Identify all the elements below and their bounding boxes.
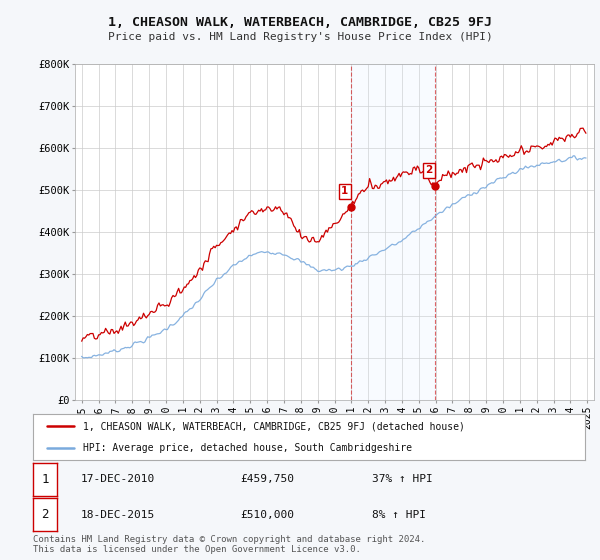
Text: 8% ↑ HPI: 8% ↑ HPI	[372, 510, 426, 520]
Text: Contains HM Land Registry data © Crown copyright and database right 2024.
This d: Contains HM Land Registry data © Crown c…	[33, 535, 425, 554]
Text: HPI: Average price, detached house, South Cambridgeshire: HPI: Average price, detached house, Sout…	[83, 444, 412, 454]
Text: £510,000: £510,000	[240, 510, 294, 520]
Text: 2: 2	[41, 508, 49, 521]
Text: 1, CHEASON WALK, WATERBEACH, CAMBRIDGE, CB25 9FJ: 1, CHEASON WALK, WATERBEACH, CAMBRIDGE, …	[108, 16, 492, 29]
Bar	[350, 64, 435, 400]
Text: 2: 2	[425, 165, 433, 175]
Text: 18-DEC-2015: 18-DEC-2015	[81, 510, 155, 520]
Text: 17-DEC-2010: 17-DEC-2010	[81, 474, 155, 484]
Text: 1: 1	[341, 186, 349, 197]
Text: 1, CHEASON WALK, WATERBEACH, CAMBRIDGE, CB25 9FJ (detached house): 1, CHEASON WALK, WATERBEACH, CAMBRIDGE, …	[83, 421, 464, 431]
Text: 37% ↑ HPI: 37% ↑ HPI	[372, 474, 433, 484]
Text: Price paid vs. HM Land Registry's House Price Index (HPI): Price paid vs. HM Land Registry's House …	[107, 32, 493, 43]
Text: £459,750: £459,750	[240, 474, 294, 484]
Text: 1: 1	[41, 473, 49, 486]
